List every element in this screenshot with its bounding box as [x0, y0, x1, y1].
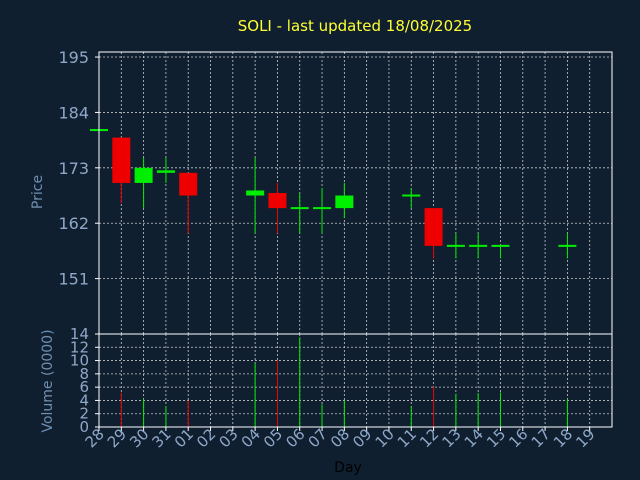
- volume-axis-label: Volume (0000): [40, 329, 56, 432]
- volume-tick-label: 14: [70, 325, 89, 343]
- candle-body: [402, 194, 421, 197]
- candle-body: [112, 137, 131, 183]
- candle-body: [558, 244, 577, 247]
- price-tick-label: 184: [58, 103, 89, 122]
- price-tick-label: 151: [58, 270, 89, 289]
- volume-tick-label: 12: [70, 338, 89, 356]
- volume-bars: [120, 337, 568, 427]
- volume-tick-label: 8: [79, 365, 89, 383]
- candle-body: [246, 190, 265, 196]
- candle-body: [491, 244, 510, 247]
- price-tick-label: 195: [58, 48, 89, 67]
- volume-tick-label: 2: [79, 405, 89, 423]
- volume-tick-label: 6: [79, 378, 89, 396]
- candle-body: [290, 207, 309, 210]
- chart-title: SOLI - last updated 18/08/2025: [238, 17, 472, 35]
- candle-body: [268, 193, 287, 209]
- candle-body: [313, 207, 332, 210]
- candle-body: [156, 170, 175, 173]
- volume-panel-frame: [98, 333, 613, 428]
- candle-body: [134, 167, 153, 183]
- volume-tick-label: 10: [70, 352, 89, 370]
- volume-tick-label: 0: [79, 418, 89, 436]
- candle-body: [179, 172, 198, 196]
- volume-tick-label: 4: [79, 391, 89, 409]
- x-axis-label: Day: [334, 460, 362, 476]
- price-axis-label: Price: [30, 175, 46, 209]
- price-tick-label: 173: [58, 159, 89, 178]
- candle-body: [469, 244, 488, 247]
- price-tick-label: 162: [58, 214, 89, 233]
- candle-body: [424, 208, 443, 246]
- candle-body: [446, 244, 465, 247]
- price-y-ticks: 151 162 173 184 195: [58, 48, 99, 289]
- price-candles: [90, 129, 577, 259]
- day-x-ticks: 2829303101020304050607080910111213141516…: [82, 425, 599, 451]
- candle-body: [335, 195, 354, 209]
